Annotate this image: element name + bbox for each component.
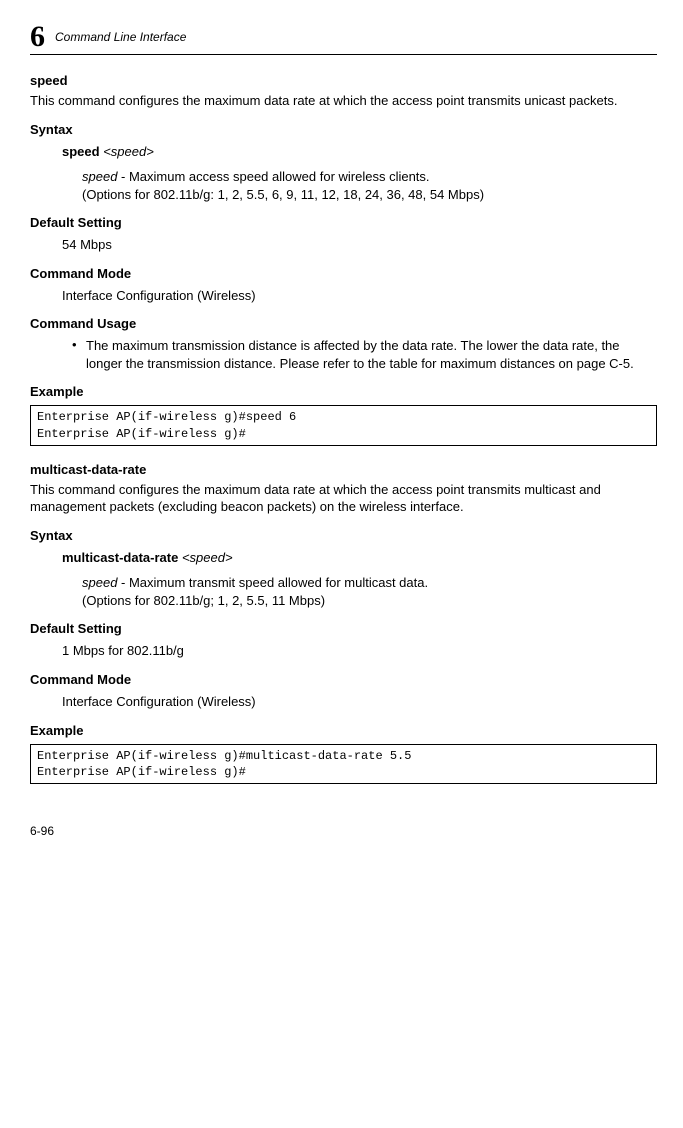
multicast-syntax-arg: <speed> [182,550,233,565]
multicast-example-label: Example [30,723,657,738]
speed-usage-bullet-row: • The maximum transmission distance is a… [72,337,657,372]
speed-description: This command configures the maximum data… [30,92,657,110]
multicast-default-value: 1 Mbps for 802.11b/g [62,642,657,660]
page-header: 6 Command Line Interface [30,22,657,55]
multicast-example-code: Enterprise AP(if-wireless g)#multicast-d… [30,744,657,784]
speed-param-desc-l1: - Maximum access speed allowed for wirel… [117,169,429,184]
speed-param-desc-l2: (Options for 802.11b/g: 1, 2, 5.5, 6, 9,… [82,187,484,202]
speed-param-block: speed - Maximum access speed allowed for… [82,168,657,203]
speed-example-code: Enterprise AP(if-wireless g)#speed 6 Ent… [30,405,657,445]
speed-command-name: speed [30,73,657,88]
multicast-syntax-label: Syntax [30,528,657,543]
multicast-param-desc-l1: - Maximum transmit speed allowed for mul… [117,575,428,590]
multicast-default-label: Default Setting [30,621,657,636]
speed-default-value: 54 Mbps [62,236,657,254]
speed-example-label: Example [30,384,657,399]
speed-usage-label: Command Usage [30,316,657,331]
speed-param-name: speed [82,169,117,184]
speed-default-label: Default Setting [30,215,657,230]
page-footer: 6-96 [30,824,657,838]
multicast-param-desc-l2: (Options for 802.11b/g; 1, 2, 5.5, 11 Mb… [82,593,325,608]
page-container: 6 Command Line Interface speed This comm… [0,0,683,878]
speed-usage-text: The maximum transmission distance is aff… [86,337,657,372]
speed-syntax-line: speed <speed> [62,143,657,161]
multicast-syntax-cmd: multicast-data-rate [62,550,178,565]
multicast-mode-label: Command Mode [30,672,657,687]
bullet-dot-icon: • [72,337,86,372]
multicast-param-name: speed [82,575,117,590]
speed-syntax-arg: <speed> [103,144,154,159]
multicast-command-name: multicast-data-rate [30,462,657,477]
speed-mode-label: Command Mode [30,266,657,281]
speed-syntax-cmd: speed [62,144,100,159]
multicast-syntax-line: multicast-data-rate <speed> [62,549,657,567]
chapter-number: 6 [30,22,45,52]
header-title: Command Line Interface [55,30,186,44]
speed-syntax-label: Syntax [30,122,657,137]
multicast-param-block: speed - Maximum transmit speed allowed f… [82,574,657,609]
multicast-description: This command configures the maximum data… [30,481,657,516]
multicast-mode-value: Interface Configuration (Wireless) [62,693,657,711]
speed-mode-value: Interface Configuration (Wireless) [62,287,657,305]
